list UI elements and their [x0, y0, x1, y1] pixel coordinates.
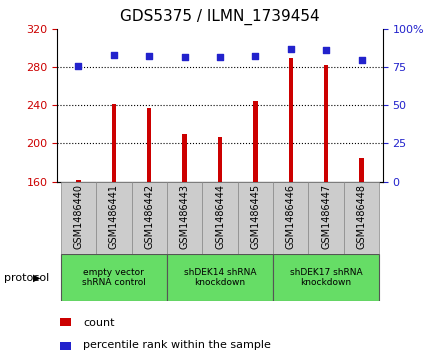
Text: protocol: protocol	[4, 273, 50, 283]
Bar	[273, 182, 308, 254]
Bar	[273, 254, 379, 301]
Bar	[112, 104, 116, 182]
Bar	[60, 318, 71, 326]
Bar	[344, 182, 379, 254]
Text: GSM1486448: GSM1486448	[356, 184, 367, 249]
Title: GDS5375 / ILMN_1739454: GDS5375 / ILMN_1739454	[120, 9, 320, 25]
Bar	[238, 182, 273, 254]
Text: GSM1486445: GSM1486445	[250, 184, 260, 249]
Bar	[60, 342, 71, 350]
Point	[358, 57, 365, 62]
Text: GSM1486446: GSM1486446	[286, 184, 296, 249]
Text: ▶: ▶	[33, 273, 41, 283]
Bar	[61, 254, 167, 301]
Text: GSM1486444: GSM1486444	[215, 184, 225, 249]
Bar	[218, 137, 222, 182]
Bar	[61, 182, 96, 254]
Text: GSM1486440: GSM1486440	[73, 184, 84, 249]
Bar	[76, 180, 81, 182]
Text: shDEK14 shRNA
knockdown: shDEK14 shRNA knockdown	[184, 268, 256, 287]
Text: count: count	[83, 318, 115, 328]
Point	[323, 48, 330, 53]
Text: empty vector
shRNA control: empty vector shRNA control	[82, 268, 146, 287]
Text: percentile rank within the sample: percentile rank within the sample	[83, 340, 271, 350]
Bar	[253, 101, 257, 182]
Point	[252, 53, 259, 58]
Point	[287, 46, 294, 52]
Bar	[167, 254, 273, 301]
Bar	[359, 158, 364, 182]
Bar	[96, 182, 132, 254]
Text: GSM1486441: GSM1486441	[109, 184, 119, 249]
Bar	[183, 134, 187, 182]
Text: GSM1486442: GSM1486442	[144, 184, 154, 249]
Bar	[308, 182, 344, 254]
Text: GSM1486443: GSM1486443	[180, 184, 190, 249]
Bar	[167, 182, 202, 254]
Text: GSM1486447: GSM1486447	[321, 184, 331, 249]
Bar	[324, 65, 328, 182]
Point	[110, 52, 117, 58]
Point	[181, 54, 188, 60]
Point	[146, 54, 153, 60]
Text: shDEK17 shRNA
knockdown: shDEK17 shRNA knockdown	[290, 268, 363, 287]
Bar	[147, 108, 151, 182]
Bar	[289, 58, 293, 182]
Bar	[202, 182, 238, 254]
Bar	[132, 182, 167, 254]
Point	[75, 64, 82, 69]
Point	[216, 54, 224, 60]
